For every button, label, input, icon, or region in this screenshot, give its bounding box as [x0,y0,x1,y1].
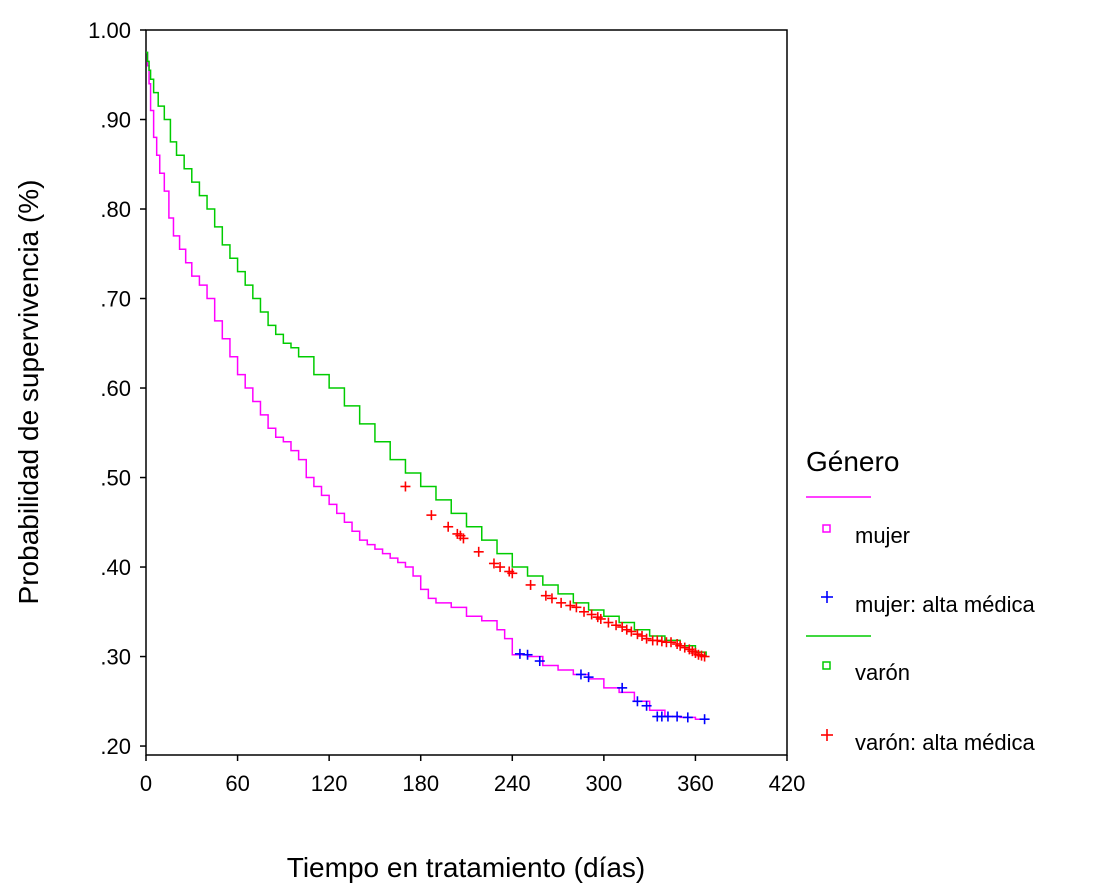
x-tick-label: 0 [140,771,152,796]
censor-mark [546,593,557,604]
censor-mark [675,640,686,651]
censor-mark [626,626,637,637]
censor-mark [565,600,576,611]
legend-title: Género [806,446,899,477]
censor-mark [400,481,411,492]
series-varón-line [146,51,707,657]
censor-mark [679,642,690,653]
legend-label: varón [855,660,910,685]
y-tick-label: .20 [100,734,131,759]
censor-mark [426,510,437,521]
y-tick-label: .90 [100,108,131,133]
censor-mark [473,546,484,557]
censor-mark [641,633,652,644]
x-tick-label: 360 [677,771,714,796]
censor-mark [603,617,614,628]
censor-mark [488,558,499,569]
censor-mark [458,533,469,544]
censor-mark [632,696,643,707]
censor-mark [534,656,545,667]
legend-label: mujer: alta médica [855,592,1036,617]
censor-mark [617,622,628,633]
legend-marker-plus [821,591,833,603]
censor-mark [571,602,582,613]
censor-mark [652,635,663,646]
y-tick-label: 1.00 [88,18,131,43]
censor-mark [662,711,673,722]
censor-mark [556,597,567,608]
censor-mark [507,568,518,579]
legend-marker-square [822,661,831,670]
y-tick-label: .60 [100,376,131,401]
legend-marker-square [822,524,831,533]
legend-marker-plus [821,729,833,741]
y-axis: .20 .30 .40 .50 .60 .70 .80 .90 1.00 [88,18,146,759]
censor-marks [400,481,710,725]
censor-mark [514,648,525,659]
series-mujer-line [146,51,707,720]
censor-mark [611,620,622,631]
legend: Género mujer mujer: alta médica varón varón… [806,446,1036,755]
y-tick-label: .80 [100,197,131,222]
survival-curves [146,51,707,720]
x-tick-label: 420 [769,771,806,796]
y-tick-label: .70 [100,287,131,312]
censor-mark [632,629,643,640]
x-tick-label: 240 [494,771,531,796]
censor-mark [682,712,693,723]
censor-mark [699,651,710,662]
censor-mark [525,579,536,590]
censor-mark [579,606,590,617]
censor-mark [443,521,454,532]
x-axis-title: Tiempo en tratamiento (días) [287,852,645,883]
censor-mark [586,609,597,620]
y-tick-label: .50 [100,466,131,491]
censor-mark [672,711,683,722]
censor-mark [641,700,652,711]
x-tick-label: 300 [585,771,622,796]
legend-label: varón: alta médica [855,730,1036,755]
censor-mark [522,649,533,660]
censor-mark [621,624,632,635]
censor-mark [666,637,677,648]
x-tick-label: 180 [402,771,439,796]
y-tick-label: .30 [100,645,131,670]
x-tick-label: 120 [311,771,348,796]
censor-mark [595,613,606,624]
x-axis: 0 60 120 180 240 300 360 420 [140,755,805,796]
plot-frame [145,29,788,756]
censor-mark [495,562,506,573]
censor-mark [656,636,667,647]
x-tick-label: 60 [225,771,249,796]
censor-mark [540,590,551,601]
y-tick-label: .40 [100,555,131,580]
legend-label: mujer [855,523,910,548]
censor-mark [617,682,628,693]
censor-mark [583,672,594,683]
censor-mark [699,714,710,725]
censor-mark [575,669,586,680]
y-axis-title: Probabilidad de supervivencia (%) [13,180,44,605]
censor-mark [637,630,648,641]
